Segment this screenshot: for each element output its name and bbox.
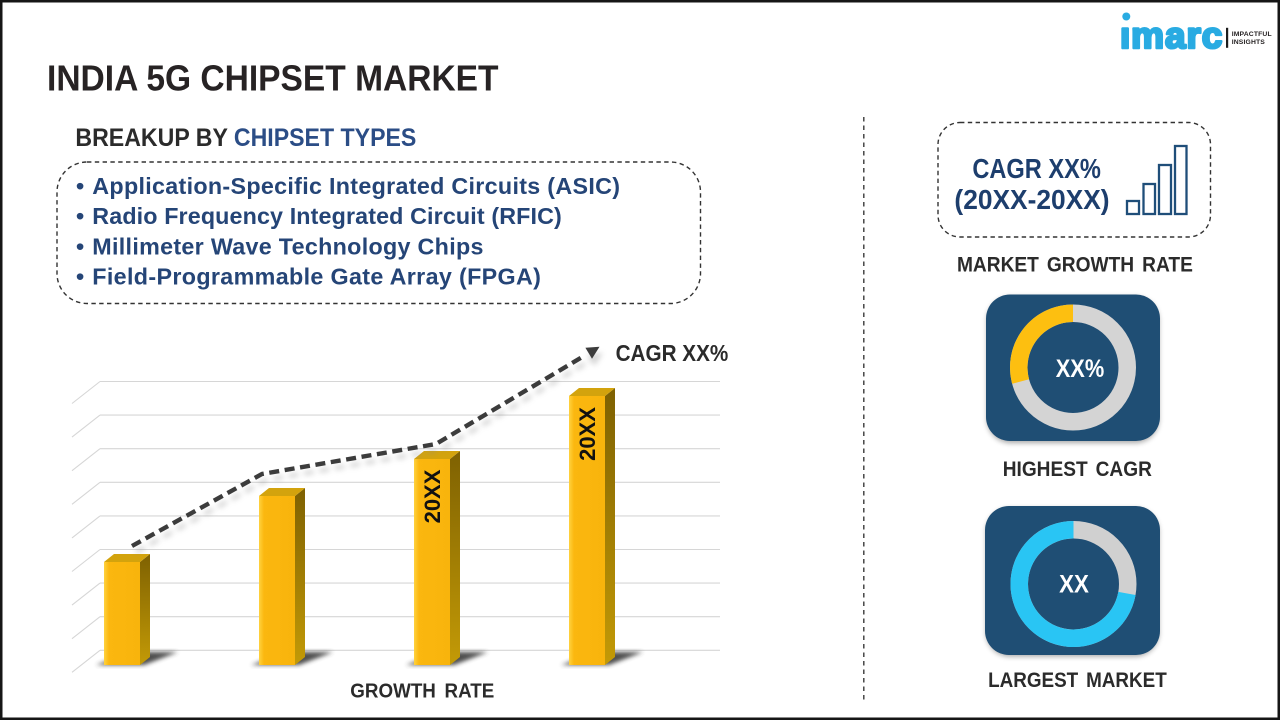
svg-text:XX: XX: [1059, 570, 1089, 597]
svg-text:GROWTH RATE: GROWTH RATE: [350, 680, 494, 703]
svg-text:•Application-Specific Integrat: • Application-Specific Integrated Circuit…: [76, 173, 620, 199]
svg-text:•Radio Frequency Integrated Ci: • Radio Frequency Integrated Circuit (RFI…: [76, 203, 562, 229]
svg-text:CAGR XX%: CAGR XX%: [616, 340, 729, 366]
svg-text:20XX: 20XX: [420, 469, 445, 523]
svg-text:BREAKUP BY CHIPSET TYPES: BREAKUP BY CHIPSET TYPES: [75, 124, 416, 152]
svg-text:INDIA 5G CHIPSET MARKET: INDIA 5G CHIPSET MARKET: [47, 59, 499, 98]
svg-text:•Millimeter Wave Technology Ch: • Millimeter Wave Technology Chips: [76, 233, 484, 259]
svg-text:IMPACTFUL: IMPACTFUL: [1232, 31, 1272, 38]
svg-text:LARGEST MARKET: LARGEST MARKET: [988, 669, 1167, 692]
svg-text:MARKET GROWTH RATE: MARKET GROWTH RATE: [957, 253, 1193, 276]
svg-text:ımarc: ımarc: [1120, 15, 1223, 56]
svg-text:•Field-Programmable Gate Array: • Field-Programmable Gate Array (FPGA): [76, 263, 541, 289]
svg-text:20XX: 20XX: [575, 407, 600, 461]
svg-text:HIGHEST CAGR: HIGHEST CAGR: [1003, 458, 1153, 481]
svg-text:(20XX-20XX): (20XX-20XX): [954, 185, 1109, 216]
svg-text:INSIGHTS: INSIGHTS: [1232, 39, 1266, 46]
svg-text:XX%: XX%: [1056, 355, 1105, 383]
svg-text:CAGR XX%: CAGR XX%: [972, 154, 1101, 184]
